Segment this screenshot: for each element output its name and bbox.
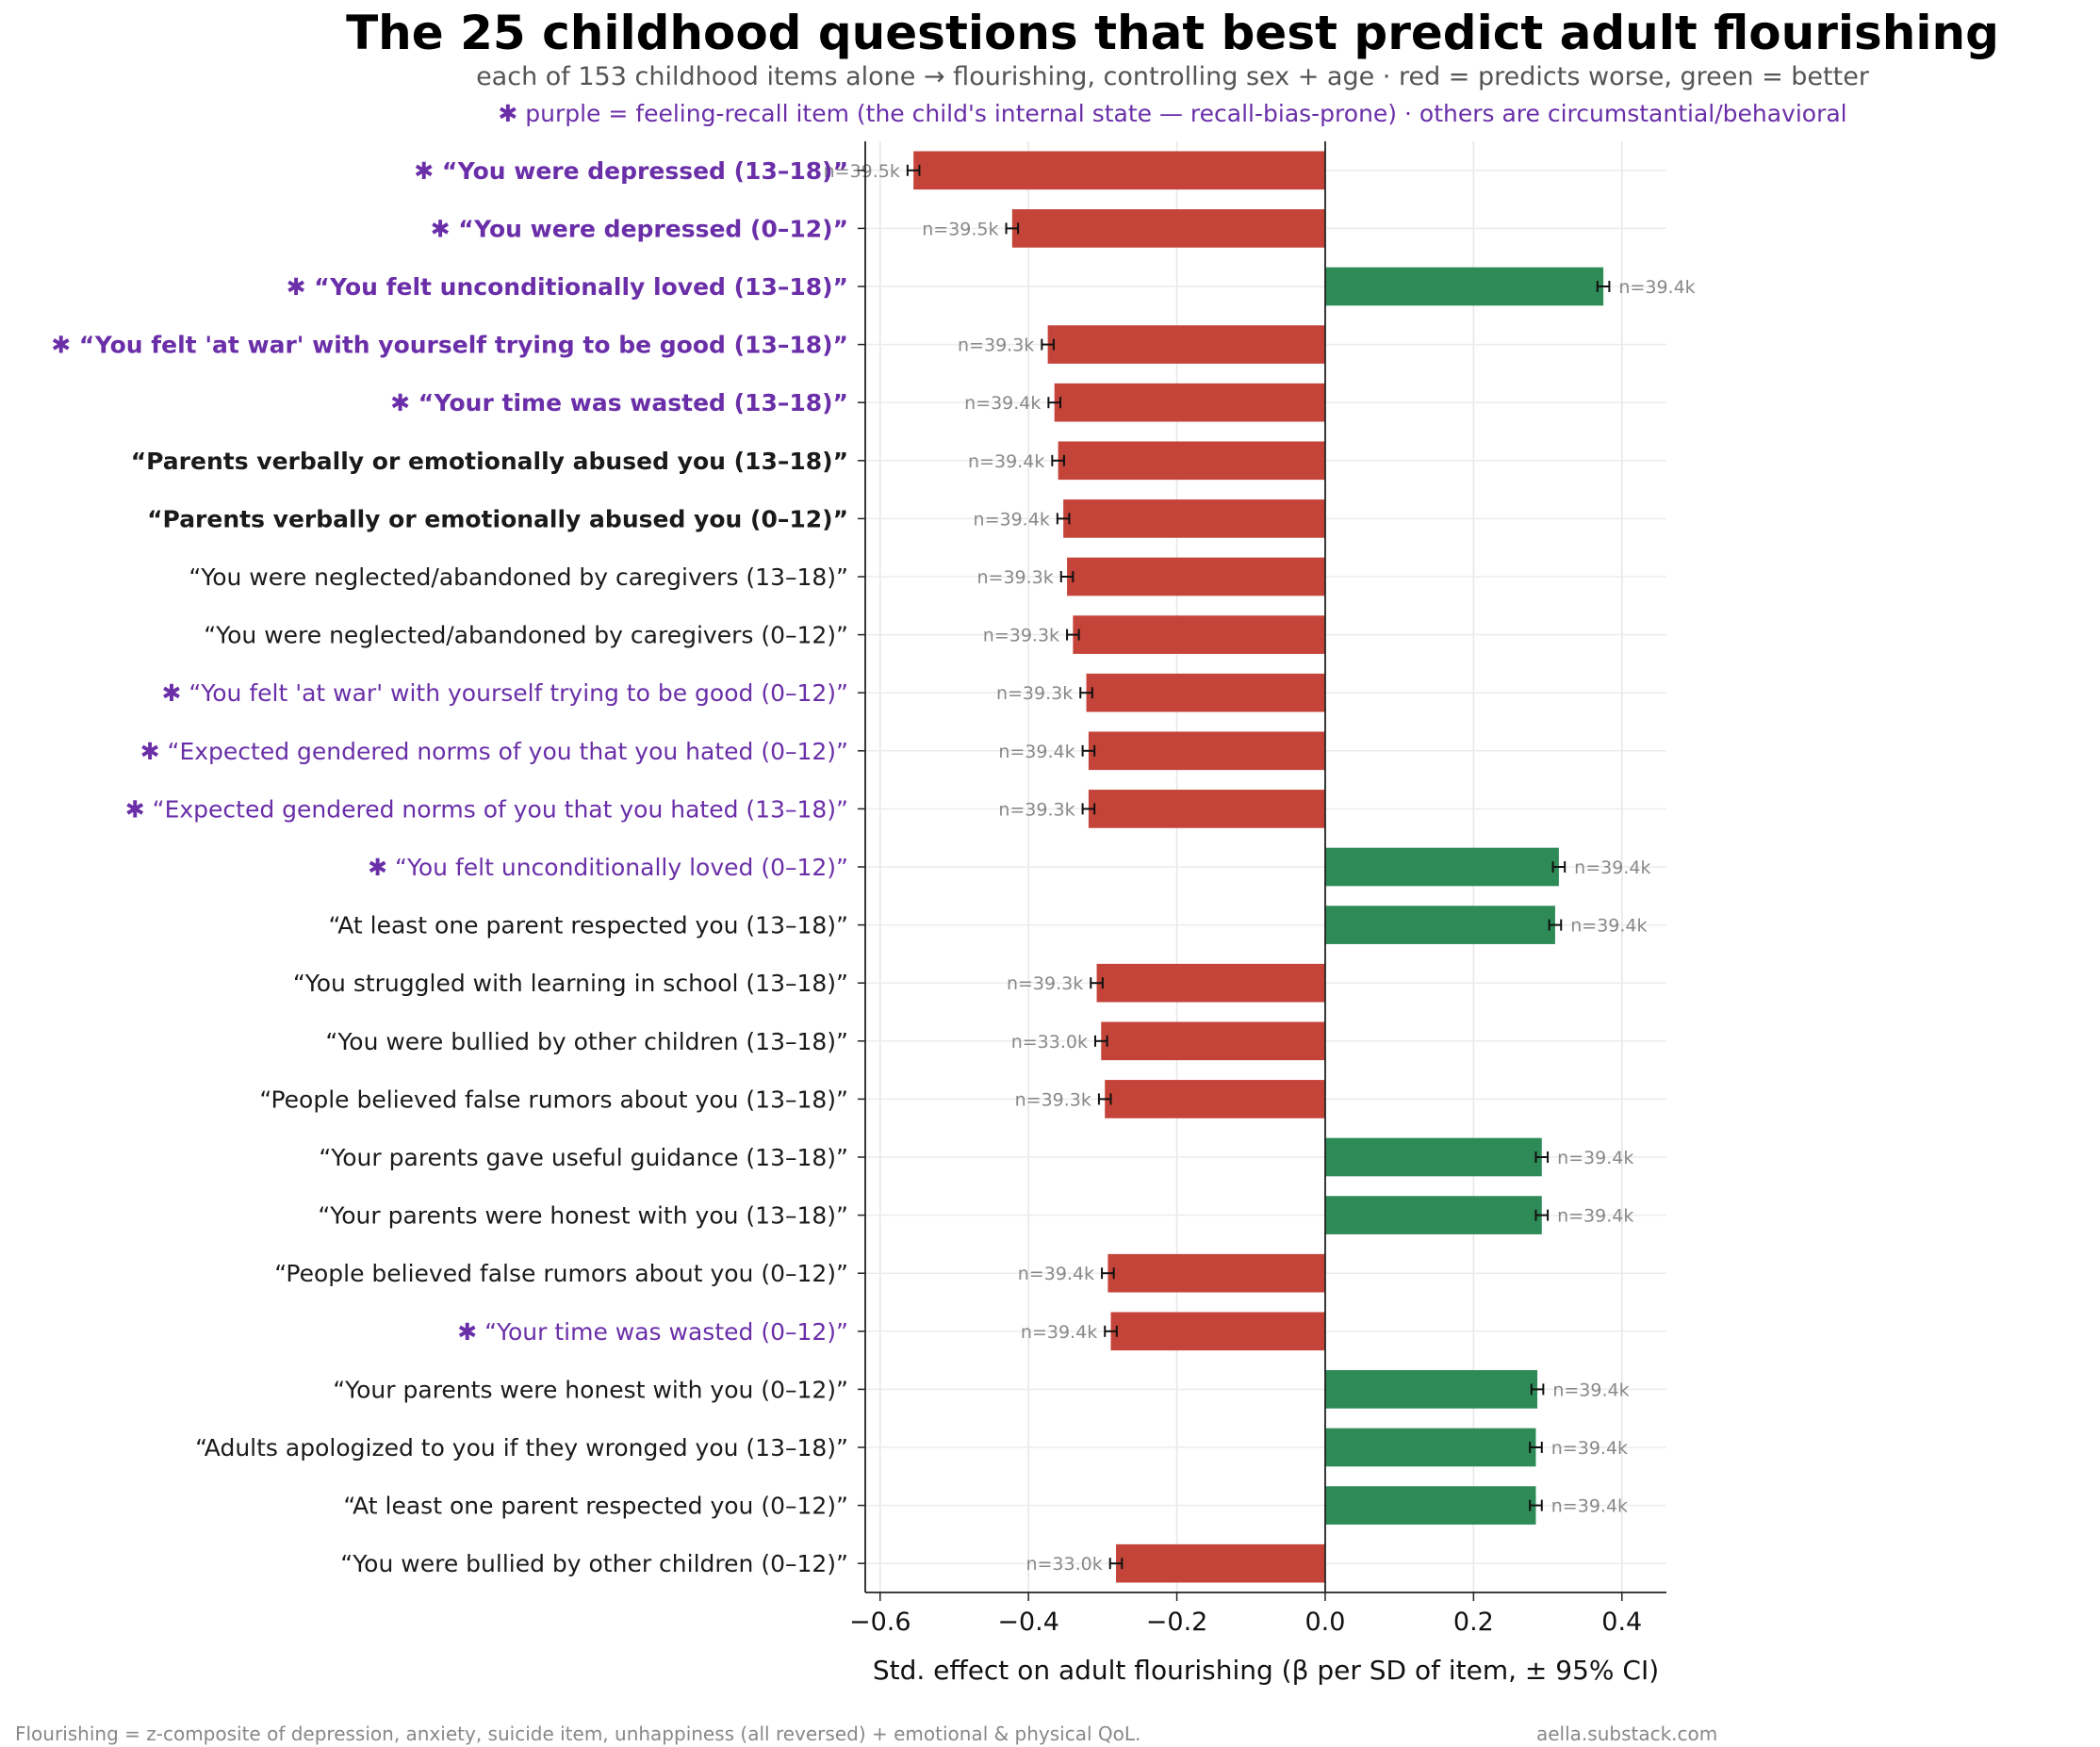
n-label: n=39.5k: [824, 161, 900, 182]
n-label: n=39.4k: [1551, 1438, 1628, 1459]
n-label: n=39.4k: [1570, 916, 1647, 937]
category-label: “You struggled with learning in school (…: [293, 970, 848, 997]
bar: [1110, 1312, 1325, 1351]
category-label: “You were bullied by other children (0–1…: [340, 1550, 848, 1577]
x-tick-label: 0.2: [1453, 1608, 1494, 1637]
category-label: “Parents verbally or emotionally abused …: [131, 448, 848, 475]
n-label: n=39.4k: [1552, 1380, 1629, 1400]
n-label: n=39.4k: [1574, 857, 1650, 878]
n-label: n=39.4k: [1618, 277, 1695, 298]
category-label: ✱ “You felt unconditionally loved (13–18…: [287, 273, 848, 301]
bar: [1324, 267, 1604, 306]
category-label: ✱ “Expected gendered norms of you that y…: [140, 738, 848, 765]
category-label: “Your parents gave useful guidance (13–1…: [319, 1144, 848, 1171]
bar: [1324, 1137, 1542, 1177]
x-tick-label: 0.4: [1601, 1608, 1642, 1637]
category-label: ✱ “Your time was wasted (13–18)”: [390, 389, 848, 416]
bar: [1088, 731, 1325, 771]
chart-title: The 25 childhood questions that best pre…: [346, 6, 1999, 60]
bar: [1101, 1021, 1325, 1061]
bar: [1073, 615, 1325, 654]
bar: [1096, 963, 1325, 1003]
n-label: n=39.4k: [968, 451, 1044, 472]
n-label: n=39.4k: [1557, 1206, 1633, 1227]
bar: [1105, 1080, 1325, 1118]
x-axis-label: Std. effect on adult flourishing (β per …: [873, 1655, 1659, 1686]
n-label: n=39.5k: [922, 219, 998, 239]
n-label: n=39.4k: [964, 393, 1041, 414]
footer-note: Flourishing = z-composite of depression,…: [15, 1723, 1141, 1745]
category-label: ✱ “You felt unconditionally loved (0–12)…: [368, 854, 848, 881]
bar: [1088, 790, 1325, 828]
bar: [1067, 557, 1325, 596]
chart-subtitle: each of 153 childhood items alone → flou…: [476, 62, 1869, 91]
bar: [1058, 441, 1325, 481]
n-label: n=39.4k: [1557, 1148, 1633, 1168]
n-label: n=39.3k: [996, 683, 1073, 704]
n-label: n=39.3k: [998, 799, 1075, 820]
category-label: “At least one parent respected you (13–1…: [328, 912, 848, 939]
bar: [913, 151, 1325, 190]
footer-source: aella.substack.com: [1536, 1723, 1718, 1745]
bar: [1324, 906, 1555, 944]
n-label: n=39.3k: [976, 567, 1053, 588]
category-label: ✱ “You were depressed (13–18)”: [414, 157, 848, 185]
category-label: ✱ “Your time was wasted (0–12)”: [457, 1318, 848, 1346]
n-label: n=39.4k: [1551, 1496, 1628, 1517]
category-label: ✱ “You felt 'at war' with yourself tryin…: [161, 679, 848, 707]
category-label: “You were neglected/abandoned by caregiv…: [189, 563, 848, 591]
bar: [1086, 673, 1325, 712]
x-tick-label: −0.2: [1146, 1608, 1208, 1637]
n-label: n=39.4k: [1018, 1264, 1094, 1284]
category-label: “At least one parent respected you (0–12…: [343, 1493, 848, 1520]
category-label: “People believed false rumors about you …: [259, 1086, 848, 1113]
bar: [1324, 847, 1559, 887]
category-label: “People believed false rumors about you …: [274, 1260, 848, 1287]
category-label: “You were bullied by other children (13–…: [325, 1028, 848, 1055]
bar: [1324, 1486, 1536, 1525]
x-tick-label: 0.0: [1304, 1608, 1345, 1637]
n-label: n=39.3k: [983, 626, 1059, 646]
bar: [1324, 1428, 1536, 1467]
n-label: n=39.4k: [974, 509, 1050, 530]
category-label: “Adults apologized to you if they wronge…: [195, 1434, 848, 1461]
n-label: n=39.3k: [958, 335, 1034, 356]
bar: [1107, 1253, 1325, 1293]
n-label: n=39.4k: [1021, 1322, 1097, 1343]
x-tick-label: −0.6: [849, 1608, 911, 1637]
chart-note: ✱ purple = feeling-recall item (the chil…: [498, 100, 1847, 127]
bar: [1011, 209, 1325, 248]
bar: [1047, 325, 1325, 364]
category-label: “Parents verbally or emotionally abused …: [147, 505, 848, 532]
n-label: n=33.0k: [1011, 1032, 1088, 1053]
bar: [1063, 499, 1325, 538]
n-label: n=33.0k: [1025, 1554, 1102, 1575]
bar: [1324, 1370, 1538, 1409]
category-label: ✱ “You were depressed (0–12)”: [431, 215, 848, 242]
category-label: “Your parents were honest with you (0–12…: [333, 1376, 848, 1403]
x-tick-label: −0.4: [997, 1608, 1059, 1637]
category-label: “Your parents were honest with you (13–1…: [318, 1202, 848, 1230]
n-label: n=39.3k: [1007, 973, 1083, 994]
bar: [1116, 1543, 1325, 1583]
bar: [1324, 1196, 1542, 1234]
category-label: ✱ “You felt 'at war' with yourself tryin…: [51, 332, 848, 359]
n-label: n=39.4k: [998, 742, 1075, 762]
category-label: “You were neglected/abandoned by caregiv…: [204, 622, 848, 649]
bar: [1054, 383, 1325, 422]
n-label: n=39.3k: [1015, 1089, 1091, 1110]
category-label: ✱ “Expected gendered norms of you that y…: [125, 795, 848, 823]
